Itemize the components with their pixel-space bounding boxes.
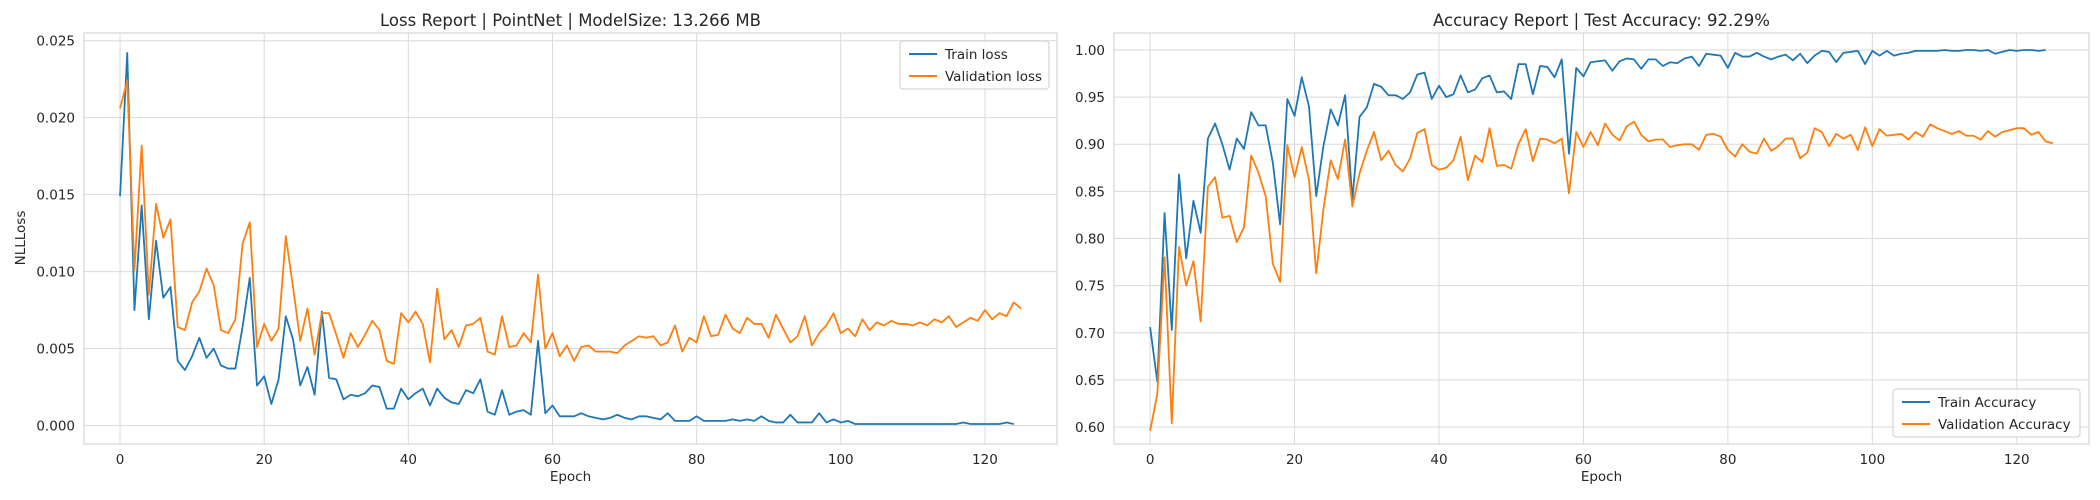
series-line-validation-accuracy (1149, 120, 2054, 431)
accuracy-x-tick-label: 0 (1146, 452, 1155, 468)
accuracy-y-tick-label: 0.80 (1075, 232, 1105, 248)
accuracy-x-tick-label: 100 (1859, 452, 1885, 468)
accuracy-y-tick-label: 0.85 (1075, 184, 1105, 200)
loss-grid (84, 33, 1057, 444)
accuracy-y-tick-label: 0.95 (1075, 90, 1105, 106)
accuracy-y-tick-label: 0.90 (1075, 137, 1105, 153)
accuracy-y-ticks: 0.60 0.65 0.70 0.75 0.80 0.85 0.90 0.95 1.00 (1075, 43, 1105, 436)
loss-y-tick-label: 0.000 (36, 419, 75, 435)
legend-label-validation-loss: Validation loss (945, 69, 1042, 85)
accuracy-chart: 0.60 0.65 0.70 0.75 0.80 0.85 0.90 0.95 1.00 0 20… (1075, 11, 2090, 485)
series-line-validation-loss (119, 79, 1022, 365)
series-line-train-loss (119, 52, 1014, 425)
accuracy-y-tick-label: 0.70 (1075, 326, 1105, 342)
loss-x-ticks: 0 20 40 60 80 100 120 (116, 452, 998, 468)
accuracy-lines (1149, 49, 2054, 431)
accuracy-legend: Train Accuracy Validation Accuracy (1892, 388, 2081, 438)
series-line-train-accuracy (1149, 49, 2046, 383)
legend-label-train-accuracy: Train Accuracy (1937, 395, 2036, 411)
accuracy-y-tick-label: 0.60 (1075, 420, 1105, 436)
accuracy-x-tick-label: 60 (1575, 452, 1592, 468)
legend-label-train-loss: Train loss (944, 47, 1008, 63)
loss-lines (119, 52, 1022, 425)
loss-x-tick-label: 20 (256, 452, 273, 468)
accuracy-x-axis-label: Epoch (1581, 469, 1622, 485)
loss-x-tick-label: 80 (688, 452, 705, 468)
loss-y-tick-label: 0.010 (36, 265, 75, 281)
loss-legend-box (899, 40, 1050, 90)
accuracy-y-tick-label: 1.00 (1075, 43, 1105, 59)
loss-chart-title: Loss Report | PointNet | ModelSize: 13.2… (380, 11, 761, 30)
accuracy-y-tick-label: 0.75 (1075, 279, 1105, 295)
loss-x-tick-label: 0 (116, 452, 125, 468)
loss-x-tick-label: 100 (828, 452, 854, 468)
accuracy-legend-box (1892, 388, 2081, 438)
loss-x-axis-label: Epoch (550, 469, 591, 485)
loss-x-tick-label: 40 (400, 452, 417, 468)
loss-y-tick-label: 0.015 (36, 188, 75, 204)
loss-y-tick-label: 0.025 (36, 34, 75, 50)
loss-legend: Train loss Validation loss (899, 40, 1050, 90)
loss-x-tick-label: 120 (972, 452, 998, 468)
accuracy-x-tick-label: 40 (1430, 452, 1447, 468)
accuracy-x-tick-label: 120 (2004, 452, 2030, 468)
loss-plot-area (83, 32, 1058, 445)
loss-x-tick-label: 60 (544, 452, 561, 468)
accuracy-x-tick-label: 80 (1719, 452, 1736, 468)
loss-y-tick-label: 0.020 (36, 111, 75, 127)
loss-y-ticks: 0.000 0.005 0.010 0.015 0.020 0.025 (36, 34, 75, 435)
accuracy-y-tick-label: 0.65 (1075, 373, 1105, 389)
legend-label-validation-accuracy: Validation Accuracy (1938, 417, 2071, 433)
loss-y-axis-label: NLLLoss (13, 211, 29, 266)
accuracy-x-ticks: 0 20 40 60 80 100 120 (1146, 452, 2030, 468)
accuracy-chart-title: Accuracy Report | Test Accuracy: 92.29% (1433, 11, 1770, 30)
accuracy-x-tick-label: 20 (1286, 452, 1303, 468)
loss-chart: 0.000 0.005 0.010 0.015 0.020 0.025 0 20 40 60 80… (13, 11, 1058, 485)
loss-y-tick-label: 0.005 (36, 342, 75, 358)
